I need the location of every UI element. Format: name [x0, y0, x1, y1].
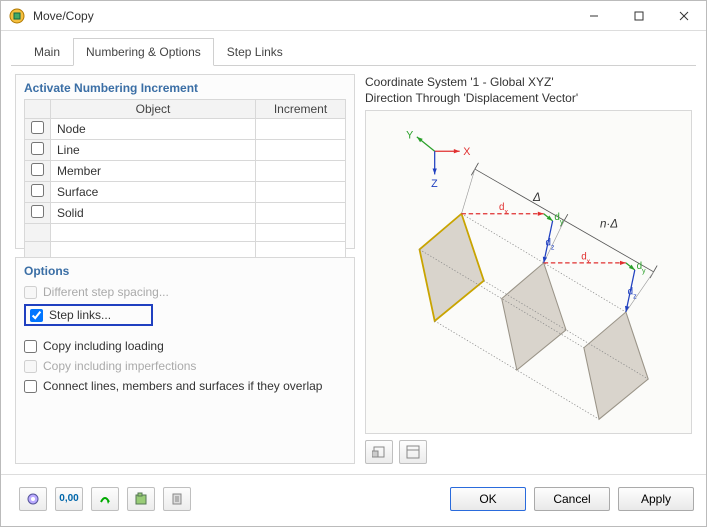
label-diff-spacing: Different step spacing... — [43, 285, 169, 299]
minimize-button[interactable] — [571, 1, 616, 31]
table-row: Line — [25, 140, 346, 161]
toolbar-icon-1[interactable] — [19, 487, 47, 511]
col-object: Object — [51, 100, 256, 119]
row-object: Line — [51, 140, 256, 161]
preview-tool-2[interactable] — [399, 440, 427, 464]
options-panel: Options Different step spacing... Step l… — [15, 257, 355, 464]
checkbox-diff-spacing — [24, 286, 37, 299]
option-copy-loading[interactable]: Copy including loading — [24, 336, 346, 356]
table-row: Node — [25, 119, 346, 140]
close-button[interactable] — [661, 1, 706, 31]
label-copy-imperf: Copy including imperfections — [43, 359, 196, 373]
row-increment[interactable] — [256, 182, 346, 203]
checkbox-connect-overlap[interactable] — [24, 380, 37, 393]
row-increment[interactable] — [256, 140, 346, 161]
tab-numbering-options[interactable]: Numbering & Options — [73, 38, 214, 66]
row-object: Surface — [51, 182, 256, 203]
tab-step-links[interactable]: Step Links — [214, 38, 296, 66]
preview-line1: Coordinate System '1 - Global XYZ' — [365, 74, 692, 90]
svg-text:X: X — [463, 146, 470, 158]
option-diff-spacing: Different step spacing... — [24, 282, 346, 302]
ok-button[interactable]: OK — [450, 487, 526, 511]
row-object: Solid — [51, 203, 256, 224]
toolbar-icon-3[interactable] — [91, 487, 119, 511]
preview-header: Coordinate System '1 - Global XYZ' Direc… — [365, 74, 692, 106]
checkbox-copy-imperf — [24, 360, 37, 373]
toolbar-icon-2[interactable]: 0,00 — [55, 487, 83, 511]
tab-main[interactable]: Main — [21, 38, 73, 66]
row-object: Node — [51, 119, 256, 140]
table-row: Surface — [25, 182, 346, 203]
row-checkbox[interactable] — [31, 142, 44, 155]
dialog-content: Main Numbering & Options Step Links Acti… — [1, 31, 706, 474]
maximize-button[interactable] — [616, 1, 661, 31]
preview-diagram: XYZΔn·Δdxdydzdxdydz — [365, 110, 692, 434]
label-copy-loading: Copy including loading — [43, 339, 164, 353]
svg-text:dy: dy — [637, 262, 646, 276]
row-checkbox[interactable] — [31, 184, 44, 197]
dialog-buttons: 0,00 OK Cancel Apply — [1, 474, 706, 522]
toolbar-icon-5[interactable] — [163, 487, 191, 511]
svg-text:Z: Z — [431, 178, 438, 190]
table-row: Solid — [25, 203, 346, 224]
options-title: Options — [24, 264, 346, 278]
row-increment[interactable] — [256, 161, 346, 182]
window-controls — [571, 1, 706, 31]
table-row: Member — [25, 161, 346, 182]
preview-tools — [365, 434, 692, 464]
preview-line2: Direction Through 'Displacement Vector' — [365, 90, 692, 106]
toolbar-icon-4[interactable] — [127, 487, 155, 511]
svg-text:Δ: Δ — [532, 191, 541, 204]
option-step-links-highlight: Step links... — [24, 304, 153, 326]
row-checkbox[interactable] — [31, 163, 44, 176]
cancel-button[interactable]: Cancel — [534, 487, 610, 511]
apply-button[interactable]: Apply — [618, 487, 694, 511]
svg-text:Y: Y — [406, 130, 413, 142]
row-increment[interactable] — [256, 203, 346, 224]
row-checkbox[interactable] — [31, 121, 44, 134]
option-copy-imperf: Copy including imperfections — [24, 356, 346, 376]
option-connect-overlap[interactable]: Connect lines, members and surfaces if t… — [24, 376, 346, 396]
numbering-title: Activate Numbering Increment — [24, 81, 346, 95]
checkbox-step-links[interactable] — [30, 309, 43, 322]
row-increment[interactable] — [256, 119, 346, 140]
tab-strip: Main Numbering & Options Step Links — [11, 37, 696, 66]
label-connect-overlap: Connect lines, members and surfaces if t… — [43, 379, 322, 393]
preview-tool-1[interactable] — [365, 440, 393, 464]
label-step-links: Step links... — [49, 308, 111, 322]
checkbox-copy-loading[interactable] — [24, 340, 37, 353]
row-object: Member — [51, 161, 256, 182]
titlebar: Move/Copy — [1, 1, 706, 31]
svg-text:n·Δ: n·Δ — [600, 218, 618, 231]
app-icon — [9, 8, 25, 24]
row-checkbox[interactable] — [31, 205, 44, 218]
col-increment: Increment — [256, 100, 346, 119]
window-title: Move/Copy — [33, 9, 571, 23]
numbering-panel: Activate Numbering Increment Object Incr… — [15, 74, 355, 249]
svg-text:dy: dy — [554, 212, 563, 226]
numbering-table: Object Increment NodeLineMemberSurfaceSo… — [24, 99, 346, 260]
